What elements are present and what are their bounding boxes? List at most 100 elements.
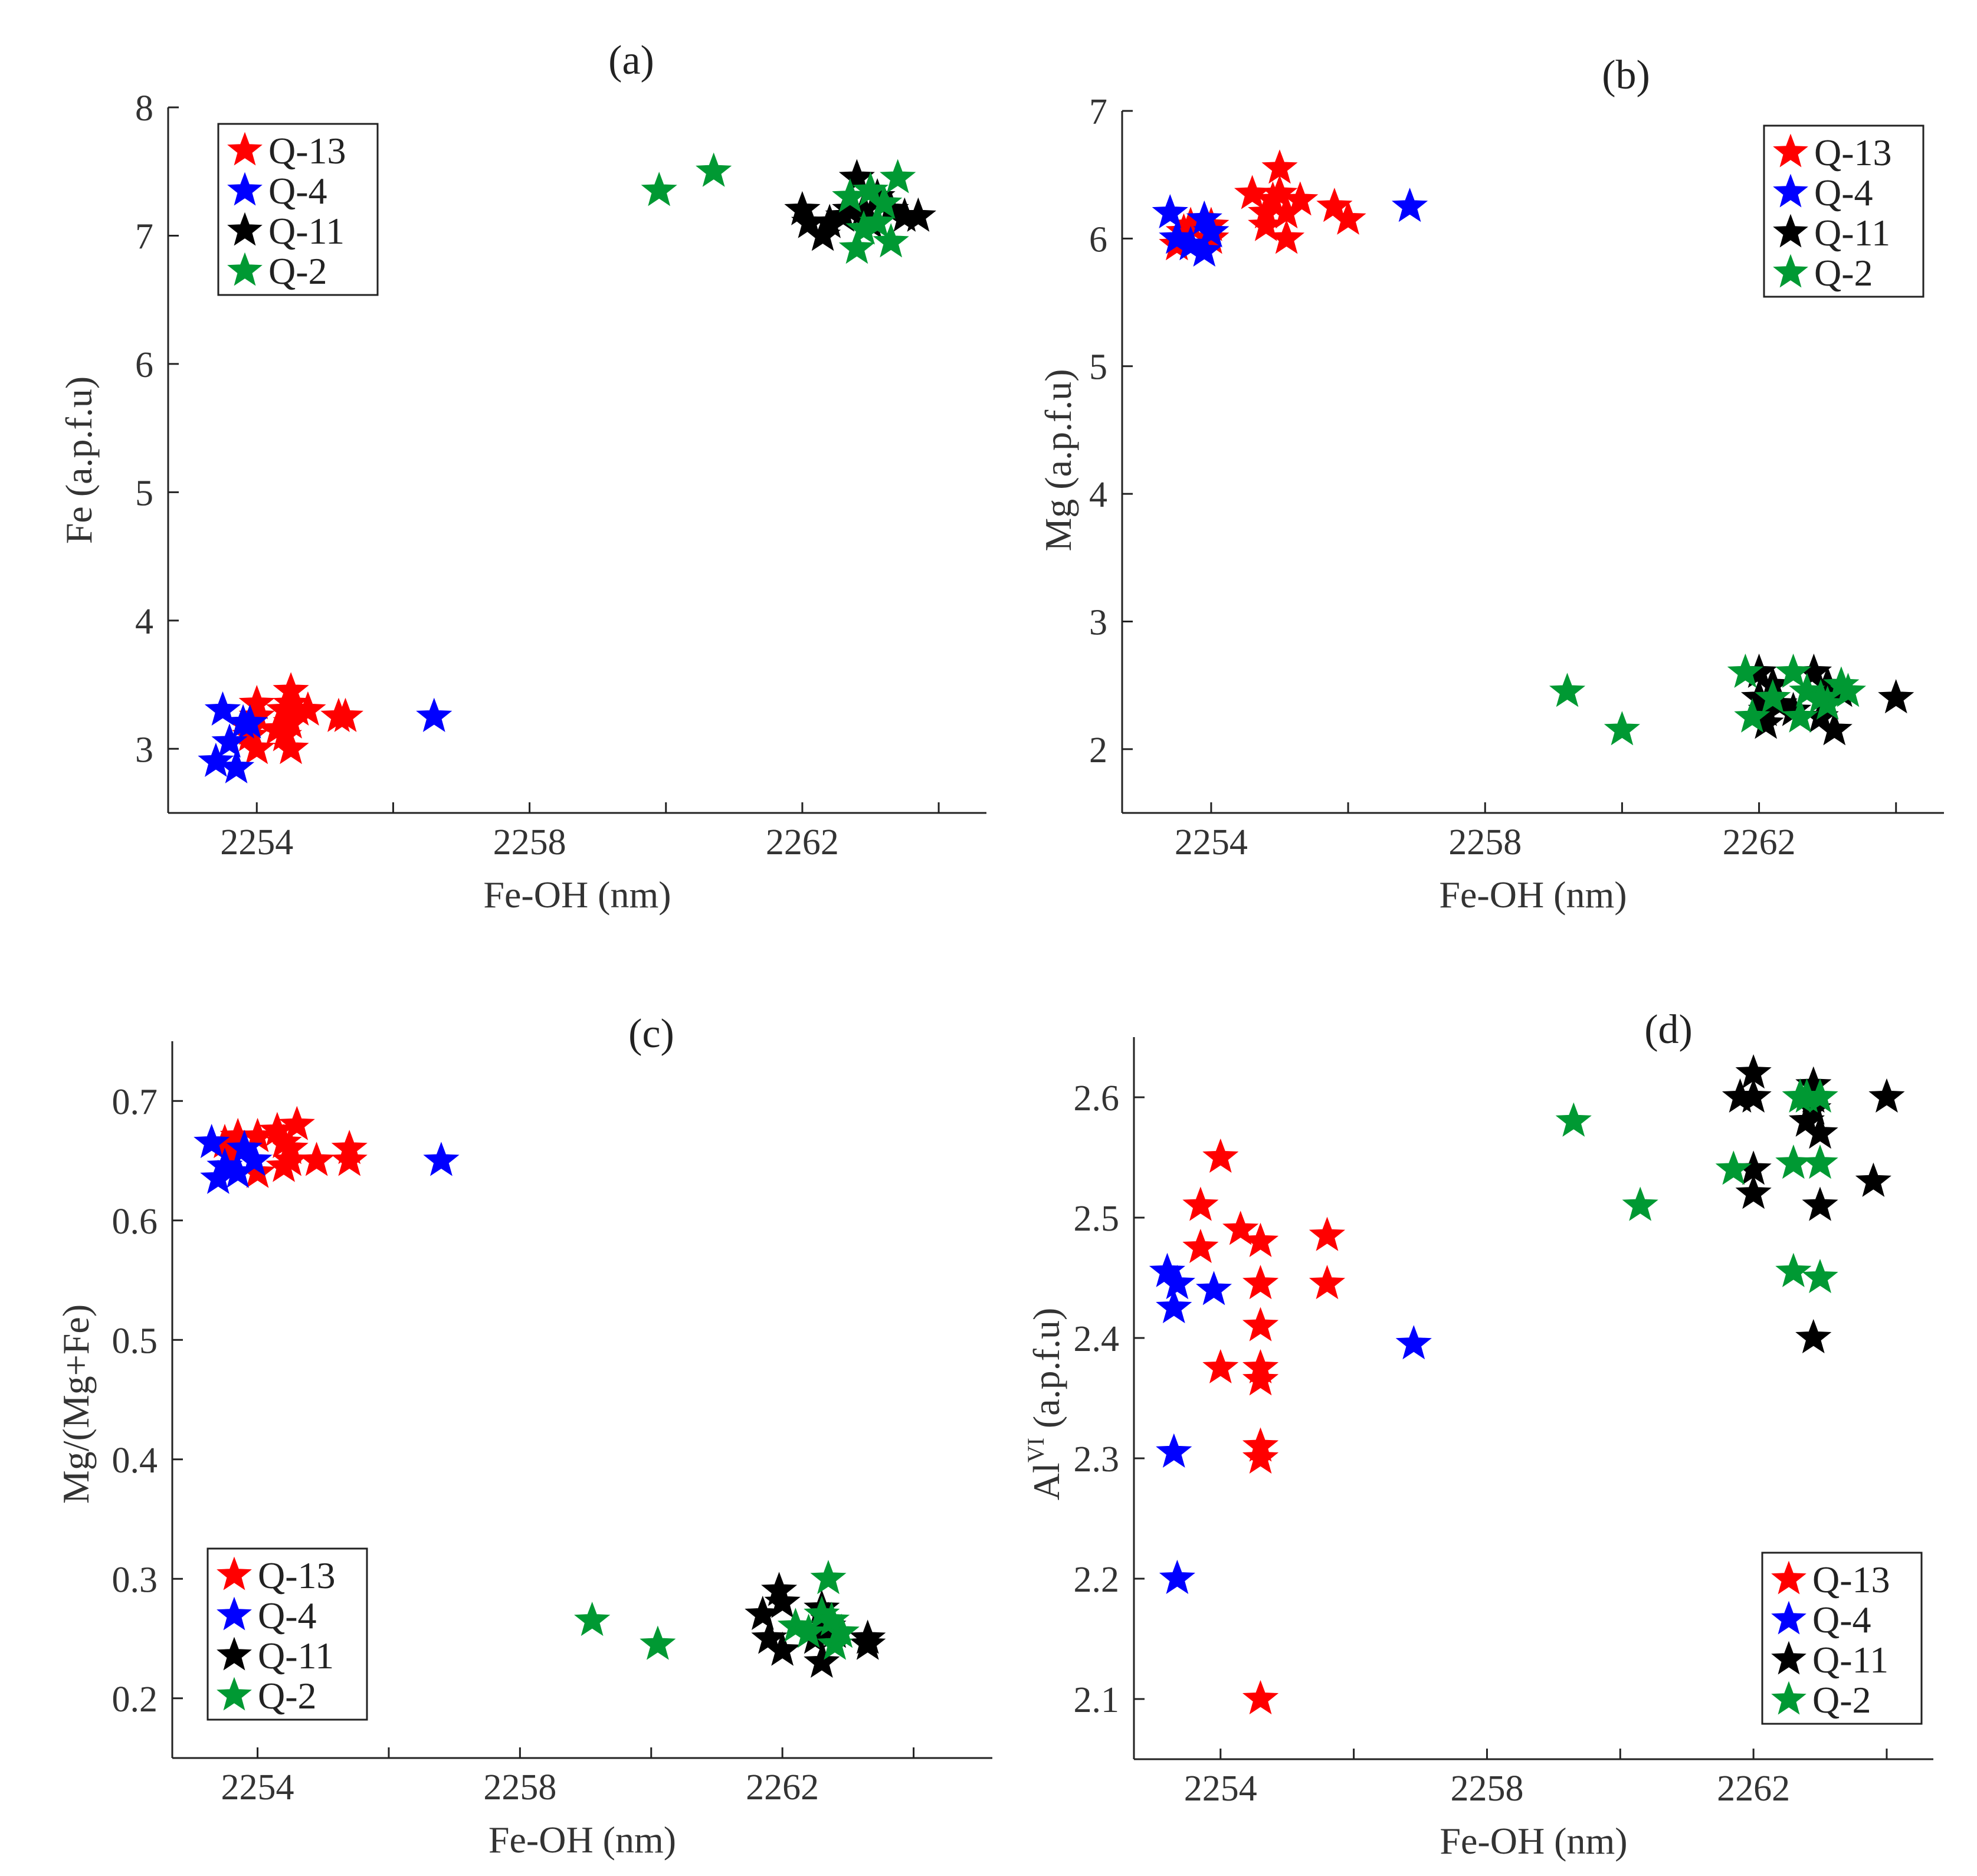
legend-marker-q-13 xyxy=(217,1556,252,1590)
data-point-q-11 xyxy=(764,1583,801,1618)
panel-title: (c) xyxy=(628,1011,674,1057)
legend-label-q-13: Q-13 xyxy=(258,1554,336,1596)
data-point-q-2 xyxy=(1782,698,1818,733)
data-point-q-11 xyxy=(1855,1162,1891,1197)
legend-label-q-13: Q-13 xyxy=(1812,1559,1890,1600)
data-point-q-2 xyxy=(1727,653,1763,688)
data-point-q-2 xyxy=(1802,1258,1838,1294)
data-point-q-13 xyxy=(1242,1222,1279,1257)
legend-marker-q-4 xyxy=(1773,173,1808,208)
data-point-q-13 xyxy=(1182,1228,1219,1264)
y-tick-label: 6 xyxy=(1089,219,1107,260)
data-point-q-4 xyxy=(1152,193,1188,229)
legend: Q-13Q-4Q-11Q-2 xyxy=(206,1547,368,1721)
y-axis-title: Mg/(Mg+Fe) xyxy=(55,1304,97,1504)
y-tick-label: 0.5 xyxy=(112,1321,158,1361)
x-tick-label: 2258 xyxy=(493,822,566,862)
data-point-q-13 xyxy=(1242,1265,1279,1300)
data-point-q-11 xyxy=(1795,1319,1832,1354)
y-tick-label: 0.6 xyxy=(112,1202,158,1242)
x-tick-label: 2258 xyxy=(1450,1769,1523,1809)
data-point-q-11 xyxy=(832,191,868,225)
data-point-q-11 xyxy=(900,197,936,232)
data-point-q-4 xyxy=(1391,188,1428,222)
y-tick-label: 2.5 xyxy=(1074,1199,1120,1239)
legend-marker-q-2 xyxy=(227,252,263,286)
legend-label-q-11: Q-11 xyxy=(268,210,345,252)
data-point-q-4 xyxy=(416,697,453,732)
data-point-q-2 xyxy=(1830,673,1867,707)
data-point-q-4 xyxy=(1156,1288,1192,1324)
x-axis-title: Fe-OH (nm) xyxy=(483,874,671,916)
x-tick-label: 2258 xyxy=(1448,822,1522,862)
data-point-q-2 xyxy=(1802,1144,1838,1179)
legend-marker-q-4 xyxy=(227,172,263,206)
y-axis-title: Fe (a.p.f.u) xyxy=(58,376,100,544)
y-tick-label: 7 xyxy=(135,217,153,257)
x-tick-label: 2258 xyxy=(483,1767,556,1808)
data-point-q-11 xyxy=(1816,711,1853,746)
data-point-q-2 xyxy=(696,152,732,187)
data-point-q-4 xyxy=(218,749,255,783)
data-point-q-2 xyxy=(810,1560,847,1595)
data-point-q-11 xyxy=(1735,1078,1772,1113)
panel-title: (b) xyxy=(1602,53,1650,98)
data-point-q-11 xyxy=(1878,679,1914,714)
chart-panel-1: 2254 2258 2262 3 4 5 6 7 8 (a) Fe-OH (nm) Fe (a.p.f… xyxy=(58,38,986,916)
x-tick-label: 2262 xyxy=(746,1767,819,1808)
data-point-q-13 xyxy=(1309,1265,1346,1300)
data-point-q-11 xyxy=(804,1643,840,1678)
data-point-q-13 xyxy=(1282,181,1319,216)
y-tick-label: 8 xyxy=(135,88,153,129)
data-point-q-4 xyxy=(1195,1271,1232,1306)
y-tick-label: 6 xyxy=(135,345,153,385)
data-point-q-2 xyxy=(1555,1102,1592,1137)
y-tick-label: 2 xyxy=(1089,730,1107,770)
y-tick-label: 0.2 xyxy=(112,1680,158,1720)
legend-marker-q-13 xyxy=(1773,133,1808,168)
data-point-q-2 xyxy=(804,1595,840,1631)
x-axis-title: Fe-OH (nm) xyxy=(1439,874,1627,916)
x-tick-label: 2254 xyxy=(221,1767,294,1808)
data-point-q-2 xyxy=(1622,1186,1658,1221)
data-point-q-4 xyxy=(236,1142,273,1176)
x-tick-label: 2254 xyxy=(1184,1769,1257,1809)
legend-label-q-2: Q-2 xyxy=(258,1675,317,1717)
data-point-q-13 xyxy=(1242,1680,1279,1715)
legend-label-q-4: Q-4 xyxy=(268,170,327,212)
y-tick-label: 0.4 xyxy=(112,1441,158,1481)
y-tick-label: 2.3 xyxy=(1074,1439,1120,1480)
data-point-q-13 xyxy=(278,1106,315,1140)
data-point-q-11 xyxy=(1802,1114,1838,1149)
data-point-q-13 xyxy=(290,691,326,726)
y-tick-label: 2.1 xyxy=(1074,1680,1120,1720)
data-point-q-2 xyxy=(873,223,909,258)
data-point-q-2 xyxy=(1734,698,1771,733)
data-point-q-2 xyxy=(1715,1150,1752,1185)
data-point-q-4 xyxy=(1156,1433,1192,1468)
data-point-q-4 xyxy=(232,704,268,739)
data-point-q-2 xyxy=(1755,679,1791,714)
data-point-q-13 xyxy=(299,1142,335,1176)
data-point-q-2 xyxy=(880,159,916,193)
y-tick-label: 0.7 xyxy=(112,1082,158,1122)
data-point-q-11 xyxy=(850,1625,886,1660)
data-point-q-13 xyxy=(238,730,275,765)
legend: Q-13Q-4Q-11Q-2 xyxy=(1761,1552,1923,1725)
y-tick-label: 7 xyxy=(1089,92,1107,132)
data-point-q-2 xyxy=(1604,711,1640,746)
legend-label-q-4: Q-4 xyxy=(258,1595,317,1636)
legend-marker-q-2 xyxy=(1771,1681,1806,1715)
data-point-q-2 xyxy=(838,229,875,264)
chart-panel-2: 2254 2258 2262 2 3 4 5 6 7 (b) Fe-OH (nm) Mg (a.p.f… xyxy=(1037,53,1944,916)
legend-label-q-4: Q-4 xyxy=(1814,172,1873,214)
data-point-q-13 xyxy=(1261,175,1298,209)
data-point-q-13 xyxy=(1202,1138,1239,1173)
data-point-q-2 xyxy=(641,172,677,206)
data-point-q-2 xyxy=(1775,1252,1812,1287)
data-point-q-2 xyxy=(813,1601,850,1636)
legend-label-q-11: Q-11 xyxy=(1812,1639,1889,1681)
legend-label-q-2: Q-2 xyxy=(268,250,327,292)
data-point-q-13 xyxy=(1309,1216,1346,1251)
